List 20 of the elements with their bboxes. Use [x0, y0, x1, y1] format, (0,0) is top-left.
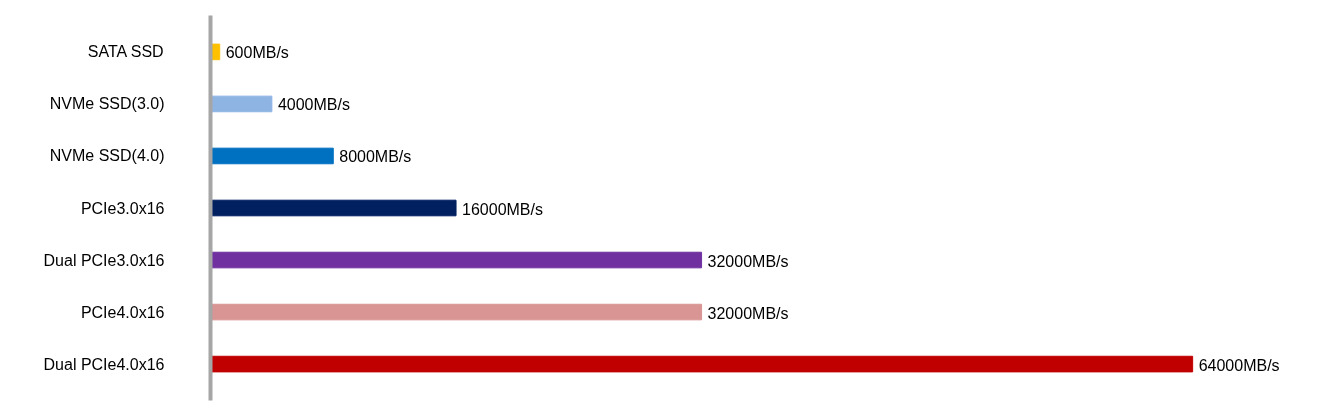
data-label: 8000MB/s [339, 148, 412, 166]
bar [210, 355, 1194, 373]
y-tick-label: NVMe SSD(3.0) [49, 95, 165, 113]
data-label: 16000MB/s [462, 200, 543, 218]
y-tick-label: NVMe SSD(4.0) [49, 147, 165, 165]
bar [210, 251, 703, 269]
y-tick-label: PCIe3.0x16 [80, 199, 165, 217]
y-tick-label: SATA SSD [87, 43, 164, 61]
y-tick-label: Dual PCIe4.0x16 [43, 355, 165, 373]
bar [210, 95, 273, 113]
data-label: 4000MB/s [277, 96, 350, 114]
data-label: 32000MB/s [707, 252, 789, 270]
data-label: 32000MB/s [707, 304, 789, 322]
data-label: 64000MB/s [1198, 356, 1280, 374]
bar [210, 147, 334, 165]
bar [210, 303, 703, 321]
bar [210, 199, 457, 217]
data-label: 600MB/s [225, 44, 289, 62]
y-tick-label: Dual PCIe3.0x16 [43, 251, 165, 269]
y-tick-label: PCIe4.0x16 [80, 303, 165, 321]
